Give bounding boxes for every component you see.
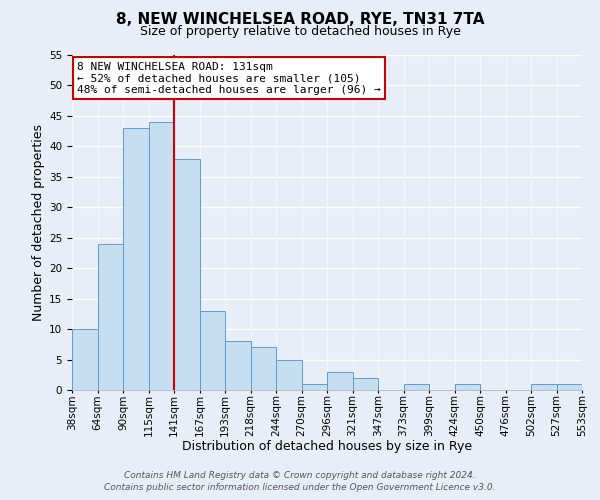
Bar (72, 329, 97, 390)
Bar (276, 360, 302, 390)
Y-axis label: Number of detached properties: Number of detached properties (32, 124, 45, 321)
Bar (353, 378, 378, 390)
Bar (327, 372, 353, 390)
X-axis label: Distribution of detached houses by size in Rye: Distribution of detached houses by size … (182, 440, 472, 454)
Bar (557, 384, 582, 390)
Bar (225, 342, 251, 390)
Text: 8 NEW WINCHELSEA ROAD: 131sqm
← 52% of detached houses are smaller (105)
48% of : 8 NEW WINCHELSEA ROAD: 131sqm ← 52% of d… (77, 62, 381, 95)
Bar (199, 311, 225, 390)
Text: Size of property relative to detached houses in Rye: Size of property relative to detached ho… (140, 25, 460, 38)
Text: 8, NEW WINCHELSEA ROAD, RYE, TN31 7TA: 8, NEW WINCHELSEA ROAD, RYE, TN31 7TA (116, 12, 484, 28)
Bar (302, 384, 327, 390)
Bar (531, 384, 557, 390)
Bar (174, 158, 199, 390)
Bar (149, 122, 174, 390)
Bar (123, 128, 149, 390)
Bar (97, 244, 123, 390)
Bar (404, 384, 429, 390)
Bar (455, 384, 480, 390)
Text: Contains HM Land Registry data © Crown copyright and database right 2024.
Contai: Contains HM Land Registry data © Crown c… (104, 471, 496, 492)
Bar (251, 348, 276, 390)
